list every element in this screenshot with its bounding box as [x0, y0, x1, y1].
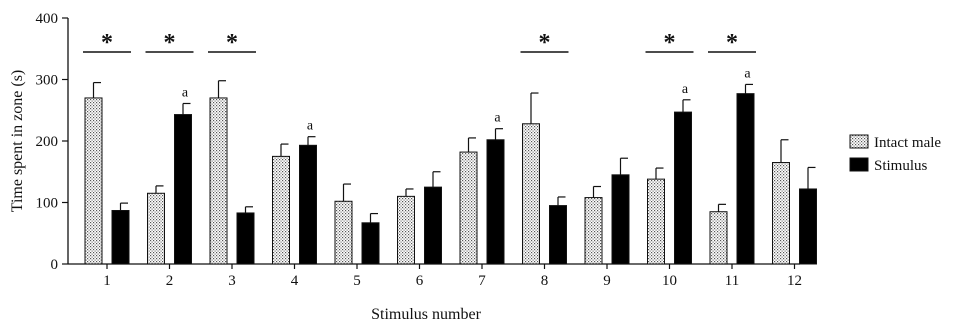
bar-stimulus-3 — [236, 212, 255, 265]
x-tick-label: 11 — [725, 273, 739, 289]
significance-star-2: * — [164, 30, 176, 56]
x-tick-label: 4 — [291, 273, 299, 289]
bars — [84, 80, 817, 265]
bar-intact-male-10 — [647, 178, 665, 265]
annotation-letter-2: a — [182, 85, 189, 100]
x-axis-title: Stimulus number — [371, 306, 481, 323]
significance-star-3: * — [226, 30, 238, 56]
bar-stimulus-7 — [486, 139, 505, 265]
x-tick-label: 7 — [478, 273, 486, 289]
x-tick-label: 8 — [541, 273, 549, 289]
x-tick-label: 1 — [103, 273, 111, 289]
bar-intact-male-4 — [272, 155, 290, 265]
x-tick-label: 6 — [416, 273, 424, 289]
annotation-letter-11: a — [744, 66, 751, 81]
bar-stimulus-9 — [611, 174, 630, 265]
bar-stimulus-10 — [674, 111, 692, 265]
y-tick-label: 100 — [36, 196, 59, 212]
bar-intact-male-6 — [397, 195, 415, 265]
bar-intact-male-5 — [334, 200, 353, 265]
bar-stimulus-2 — [174, 114, 192, 265]
x-tick-label: 10 — [662, 273, 677, 289]
legend-label-stimulus: Stimulus — [874, 158, 928, 174]
y-tick-label: 0 — [51, 257, 59, 273]
y-tick-label: 200 — [36, 134, 59, 150]
annotation-letter-7: a — [494, 111, 501, 126]
y-tick-label: 300 — [36, 73, 59, 89]
x-tick-label: 3 — [228, 273, 236, 289]
bar-stimulus-4 — [299, 144, 317, 265]
annotation-letter-10: a — [682, 82, 689, 97]
legend-swatch-stimulus — [849, 157, 869, 172]
bar-stimulus-12 — [799, 188, 817, 265]
x-tick-label: 5 — [353, 273, 361, 289]
legend-label-intact-male: Intact male — [874, 135, 941, 151]
bar-intact-male-11 — [709, 211, 728, 265]
significance-star-10: * — [664, 30, 676, 56]
legend-swatch-intact-male — [849, 134, 869, 149]
bar-stimulus-11 — [736, 93, 755, 265]
x-tick-label: 9 — [603, 273, 611, 289]
annotations: * * * * * * a a a a a — [83, 30, 756, 134]
bar-stimulus-5 — [361, 222, 380, 265]
x-tick-label: 12 — [787, 273, 802, 289]
bar-intact-male-7 — [459, 151, 478, 265]
bar-stimulus-1 — [111, 209, 130, 265]
significance-star-11: * — [726, 30, 738, 56]
bar-intact-male-12 — [772, 162, 790, 265]
significance-star-8: * — [539, 30, 551, 56]
bar-stimulus-6 — [424, 186, 442, 265]
y-axis-title: Time spent in zone (s) — [9, 70, 26, 213]
annotation-letter-4: a — [307, 119, 314, 134]
legend: Intact male Stimulus — [849, 134, 941, 174]
bar-intact-male-1 — [84, 97, 103, 265]
bar-stimulus-8 — [549, 205, 567, 265]
y-tick-label: 400 — [36, 11, 59, 27]
significance-star-1: * — [101, 30, 113, 56]
bar-intact-male-9 — [584, 197, 603, 265]
bar-intact-male-2 — [147, 192, 165, 265]
bar-intact-male-3 — [209, 97, 228, 265]
bar-intact-male-8 — [522, 123, 540, 265]
x-tick-label: 2 — [166, 273, 174, 289]
